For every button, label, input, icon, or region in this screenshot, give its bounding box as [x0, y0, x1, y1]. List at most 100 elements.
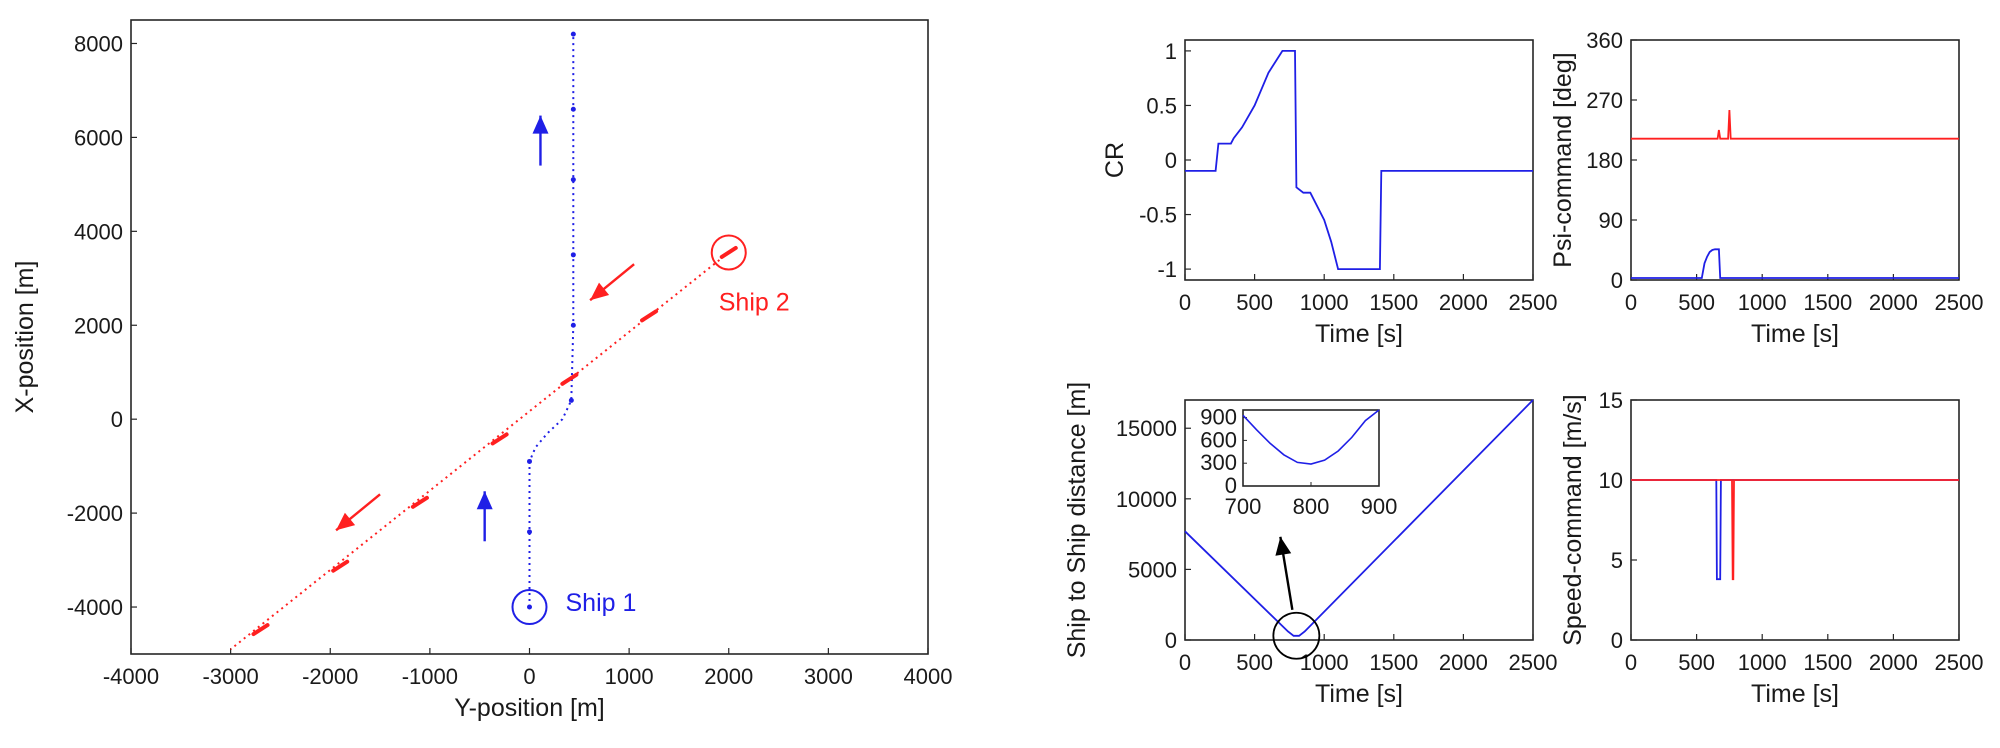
position-marker	[527, 604, 532, 610]
x-tick-label: 1500	[1803, 650, 1852, 675]
x-tick-label: 2000	[704, 664, 753, 689]
position-marker	[410, 495, 429, 509]
x-tick-label: 500	[1236, 650, 1273, 675]
position-marker	[527, 529, 532, 535]
y-tick-label: 6000	[74, 125, 123, 150]
y-tick-label: 0	[1611, 628, 1623, 653]
x-tick-label: 2500	[1935, 650, 1984, 675]
plot-area	[1630, 399, 1960, 641]
y-tick-label: -4000	[67, 595, 123, 620]
inset-x-tick-label: 900	[1361, 494, 1398, 519]
inset-y-tick-label: 300	[1200, 450, 1237, 475]
y-tick-label: 270	[1586, 88, 1623, 113]
y-tick-label: 8000	[74, 31, 123, 56]
x-tick-label: 2500	[1509, 650, 1558, 675]
y-tick-label: 0.5	[1146, 93, 1177, 118]
x-tick-label: 1500	[1369, 290, 1418, 315]
plot-area	[1630, 39, 1960, 281]
x-tick-label: 0	[523, 664, 535, 689]
x-tick-label: 4000	[904, 664, 953, 689]
x-axis-label: Y-position [m]	[454, 694, 605, 722]
x-tick-label: 3000	[804, 664, 853, 689]
inset-plot-area	[1242, 409, 1380, 487]
position-marker	[560, 372, 579, 386]
series-line	[1631, 248, 1959, 279]
y-tick-label: 10	[1599, 468, 1623, 493]
x-axis-label: Time [s]	[1315, 680, 1403, 708]
position-marker	[570, 252, 576, 258]
x-tick-label: 0	[1179, 650, 1191, 675]
y-tick-label: 90	[1599, 208, 1623, 233]
x-tick-label: -2000	[302, 664, 358, 689]
x-tick-label: 1000	[1300, 290, 1349, 315]
y-tick-label: 0	[1165, 148, 1177, 173]
chart-distance: 0 500 1000 1500 2000 2500 0 5000 10000 15000 Time …	[1063, 382, 1557, 708]
y-axis-label: Ship to Ship distance [m]	[1063, 382, 1091, 659]
inset-x-tick-label: 800	[1293, 494, 1330, 519]
inset-y-tick-label: 0	[1225, 473, 1237, 498]
y-axis-label: CR	[1101, 142, 1129, 178]
x-tick-label: -3000	[202, 664, 258, 689]
chart-trajectory: -4000 -3000 -2000 -1000 0 1000 2000 3000 4000 -40…	[11, 19, 953, 722]
plot-area	[1184, 39, 1534, 281]
x-tick-label: 0	[1179, 290, 1191, 315]
inset-x-tick-label: 700	[1225, 494, 1262, 519]
heading-arrow-head	[532, 115, 549, 134]
x-tick-label: 1500	[1803, 290, 1852, 315]
heading-arrow-head	[590, 282, 610, 301]
x-tick-label: 1000	[1738, 290, 1787, 315]
chart-psi: 0 500 1000 1500 2000 2500 0 90 180 270 360 Time [s]…	[1549, 28, 1983, 348]
zoom-circle	[1272, 611, 1321, 660]
x-tick-label: 2000	[1869, 650, 1918, 675]
heading-arrow-head	[336, 512, 356, 531]
y-tick-label: 4000	[74, 219, 123, 244]
y-axis-label: Speed-command [m/s]	[1559, 394, 1587, 646]
x-tick-label: 1000	[1300, 650, 1349, 675]
series-line	[1631, 109, 1959, 140]
x-tick-label: 0	[1625, 290, 1637, 315]
chart-speed: 0 500 1000 1500 2000 2500 0 5 10 15 Time [s] Speed-…	[1559, 388, 1983, 708]
y-tick-label: -0.5	[1139, 203, 1177, 228]
position-marker	[570, 31, 576, 37]
plot-area	[130, 19, 929, 655]
y-tick-label: -2000	[67, 501, 123, 526]
x-tick-label: 1500	[1369, 650, 1418, 675]
y-axis-label: Psi-command [deg]	[1549, 52, 1577, 267]
x-axis-label: Time [s]	[1751, 320, 1839, 348]
x-tick-label: 2000	[1439, 650, 1488, 675]
x-tick-label: 2500	[1935, 290, 1984, 315]
x-tick-label: -1000	[402, 664, 458, 689]
chart-cr: 0 500 1000 1500 2000 2500 -1 -0.5 0 0.5 1 Time [s] C…	[1101, 39, 1557, 348]
y-tick-label: 0	[1611, 268, 1623, 293]
zoom-arrow-head	[1275, 536, 1292, 556]
y-tick-label: 5	[1611, 548, 1623, 573]
x-axis-label: Time [s]	[1315, 320, 1403, 348]
x-tick-label: -4000	[103, 664, 159, 689]
y-tick-label: 15	[1599, 388, 1623, 413]
position-marker	[570, 177, 576, 183]
position-marker	[568, 397, 574, 403]
heading-arrow-head	[476, 491, 493, 510]
x-tick-label: 0	[1625, 650, 1637, 675]
position-marker	[570, 106, 576, 112]
x-axis-label: Time [s]	[1751, 680, 1839, 708]
x-tick-label: 500	[1678, 650, 1715, 675]
series-line	[1185, 50, 1533, 271]
position-marker	[719, 245, 738, 259]
y-tick-label: 15000	[1116, 416, 1177, 441]
y-axis-label: X-position [m]	[11, 261, 39, 414]
y-tick-label: 0	[1165, 628, 1177, 653]
y-tick-label: 1	[1165, 39, 1177, 64]
track-line	[229, 251, 730, 651]
x-tick-label: 1000	[1738, 650, 1787, 675]
position-marker	[527, 458, 532, 464]
start-circle	[511, 589, 548, 626]
inset-series-line	[1242, 409, 1380, 465]
y-tick-label: 10000	[1116, 487, 1177, 512]
position-marker	[490, 432, 509, 446]
ship-label: Ship 2	[719, 288, 790, 316]
y-tick-label: -1	[1157, 257, 1177, 282]
y-tick-label: 5000	[1128, 557, 1177, 582]
